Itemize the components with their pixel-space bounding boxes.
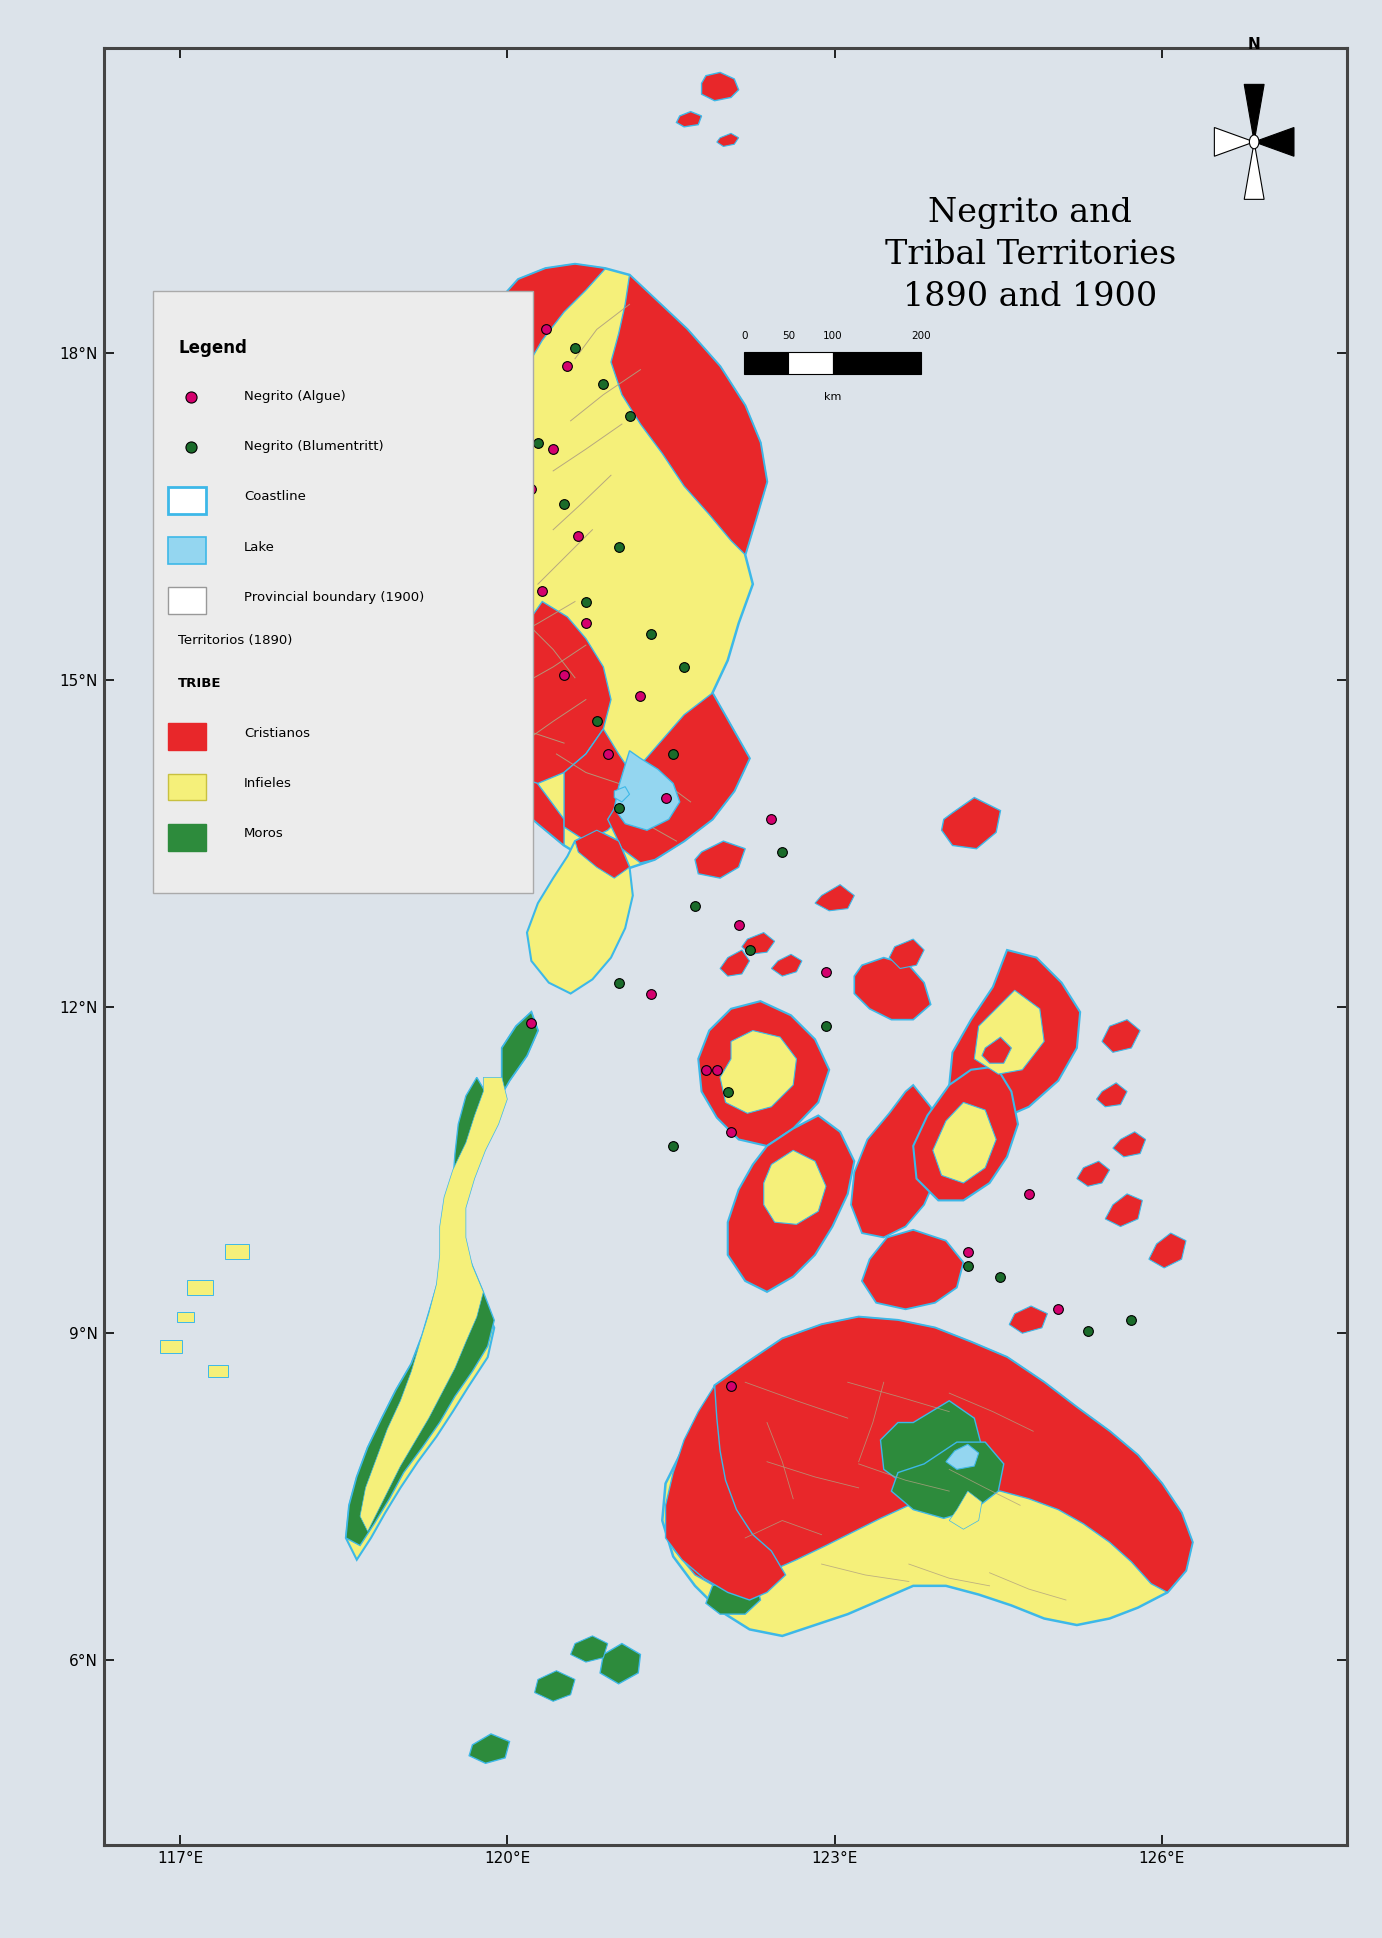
Polygon shape [614,787,630,802]
Polygon shape [728,1116,854,1293]
Polygon shape [941,798,1001,849]
FancyBboxPatch shape [169,587,206,614]
FancyBboxPatch shape [832,353,920,374]
Text: Infieles: Infieles [245,777,292,791]
FancyBboxPatch shape [169,824,206,851]
Polygon shape [575,829,630,878]
Polygon shape [851,1085,944,1238]
Text: km: km [824,391,842,401]
Polygon shape [695,841,745,878]
Polygon shape [564,729,636,841]
Polygon shape [706,1576,760,1614]
Text: Territorios (1890): Territorios (1890) [178,634,293,647]
Polygon shape [571,1636,608,1663]
Polygon shape [160,1339,182,1353]
Polygon shape [1009,1306,1048,1333]
FancyBboxPatch shape [153,291,532,893]
Polygon shape [1215,128,1255,157]
Polygon shape [717,134,738,147]
Polygon shape [1244,85,1265,141]
Polygon shape [742,932,775,953]
Text: Negrito and
Tribal Territories
1890 and 1900: Negrito and Tribal Territories 1890 and … [884,198,1176,314]
Polygon shape [1106,1194,1143,1227]
Text: 0: 0 [741,331,748,341]
Polygon shape [862,1231,963,1310]
Polygon shape [720,950,749,977]
Polygon shape [209,1366,228,1378]
Text: Cristianos: Cristianos [245,727,310,740]
FancyBboxPatch shape [169,537,206,564]
Polygon shape [608,694,749,862]
Text: N: N [1248,37,1260,52]
Text: TRIBE: TRIBE [178,676,221,690]
Polygon shape [535,1671,575,1702]
Polygon shape [187,1279,213,1295]
FancyBboxPatch shape [788,353,832,374]
Polygon shape [949,950,1081,1120]
FancyBboxPatch shape [169,773,206,800]
Polygon shape [466,264,605,845]
Polygon shape [815,884,854,911]
Polygon shape [1148,1233,1186,1267]
Polygon shape [527,829,633,994]
Polygon shape [225,1244,249,1260]
FancyBboxPatch shape [169,723,206,750]
Text: Lake: Lake [245,541,275,554]
Polygon shape [468,1735,510,1764]
Polygon shape [666,1318,1193,1593]
Polygon shape [499,601,611,783]
Text: Moros: Moros [245,828,283,841]
Polygon shape [177,1312,195,1322]
Text: Legend: Legend [178,339,247,357]
Text: 200: 200 [911,331,930,341]
Text: 50: 50 [782,331,795,341]
Polygon shape [698,1002,829,1145]
Polygon shape [720,1031,796,1112]
Polygon shape [914,1066,1019,1200]
Text: Provincial boundary (1900): Provincial boundary (1900) [245,591,424,605]
FancyBboxPatch shape [169,486,206,514]
Polygon shape [346,1012,538,1547]
Polygon shape [662,1318,1193,1636]
Polygon shape [771,953,802,977]
Polygon shape [764,1151,826,1225]
Polygon shape [666,1386,785,1601]
Polygon shape [611,275,767,554]
Polygon shape [614,750,680,829]
Polygon shape [1077,1161,1110,1186]
Polygon shape [361,1078,507,1531]
Polygon shape [891,1442,1003,1517]
Polygon shape [880,1401,983,1490]
Polygon shape [1244,141,1265,200]
Circle shape [1249,136,1259,149]
Polygon shape [983,1037,1012,1064]
Polygon shape [854,957,930,1019]
Text: 100: 100 [822,331,843,341]
FancyBboxPatch shape [744,353,788,374]
Polygon shape [346,1012,538,1560]
Text: Negrito (Algue): Negrito (Algue) [245,390,346,403]
Polygon shape [702,72,738,101]
Polygon shape [889,940,925,969]
Polygon shape [1255,128,1294,157]
Polygon shape [676,112,702,126]
Polygon shape [1101,1019,1140,1052]
Polygon shape [974,990,1045,1074]
Text: Negrito (Blumentritt): Negrito (Blumentritt) [245,440,384,453]
Polygon shape [1096,1083,1128,1107]
Polygon shape [933,1103,996,1182]
Polygon shape [945,1444,978,1469]
Polygon shape [455,264,767,870]
Polygon shape [600,1643,640,1684]
Polygon shape [949,1490,983,1529]
Polygon shape [1113,1132,1146,1157]
Text: Coastline: Coastline [245,490,305,504]
